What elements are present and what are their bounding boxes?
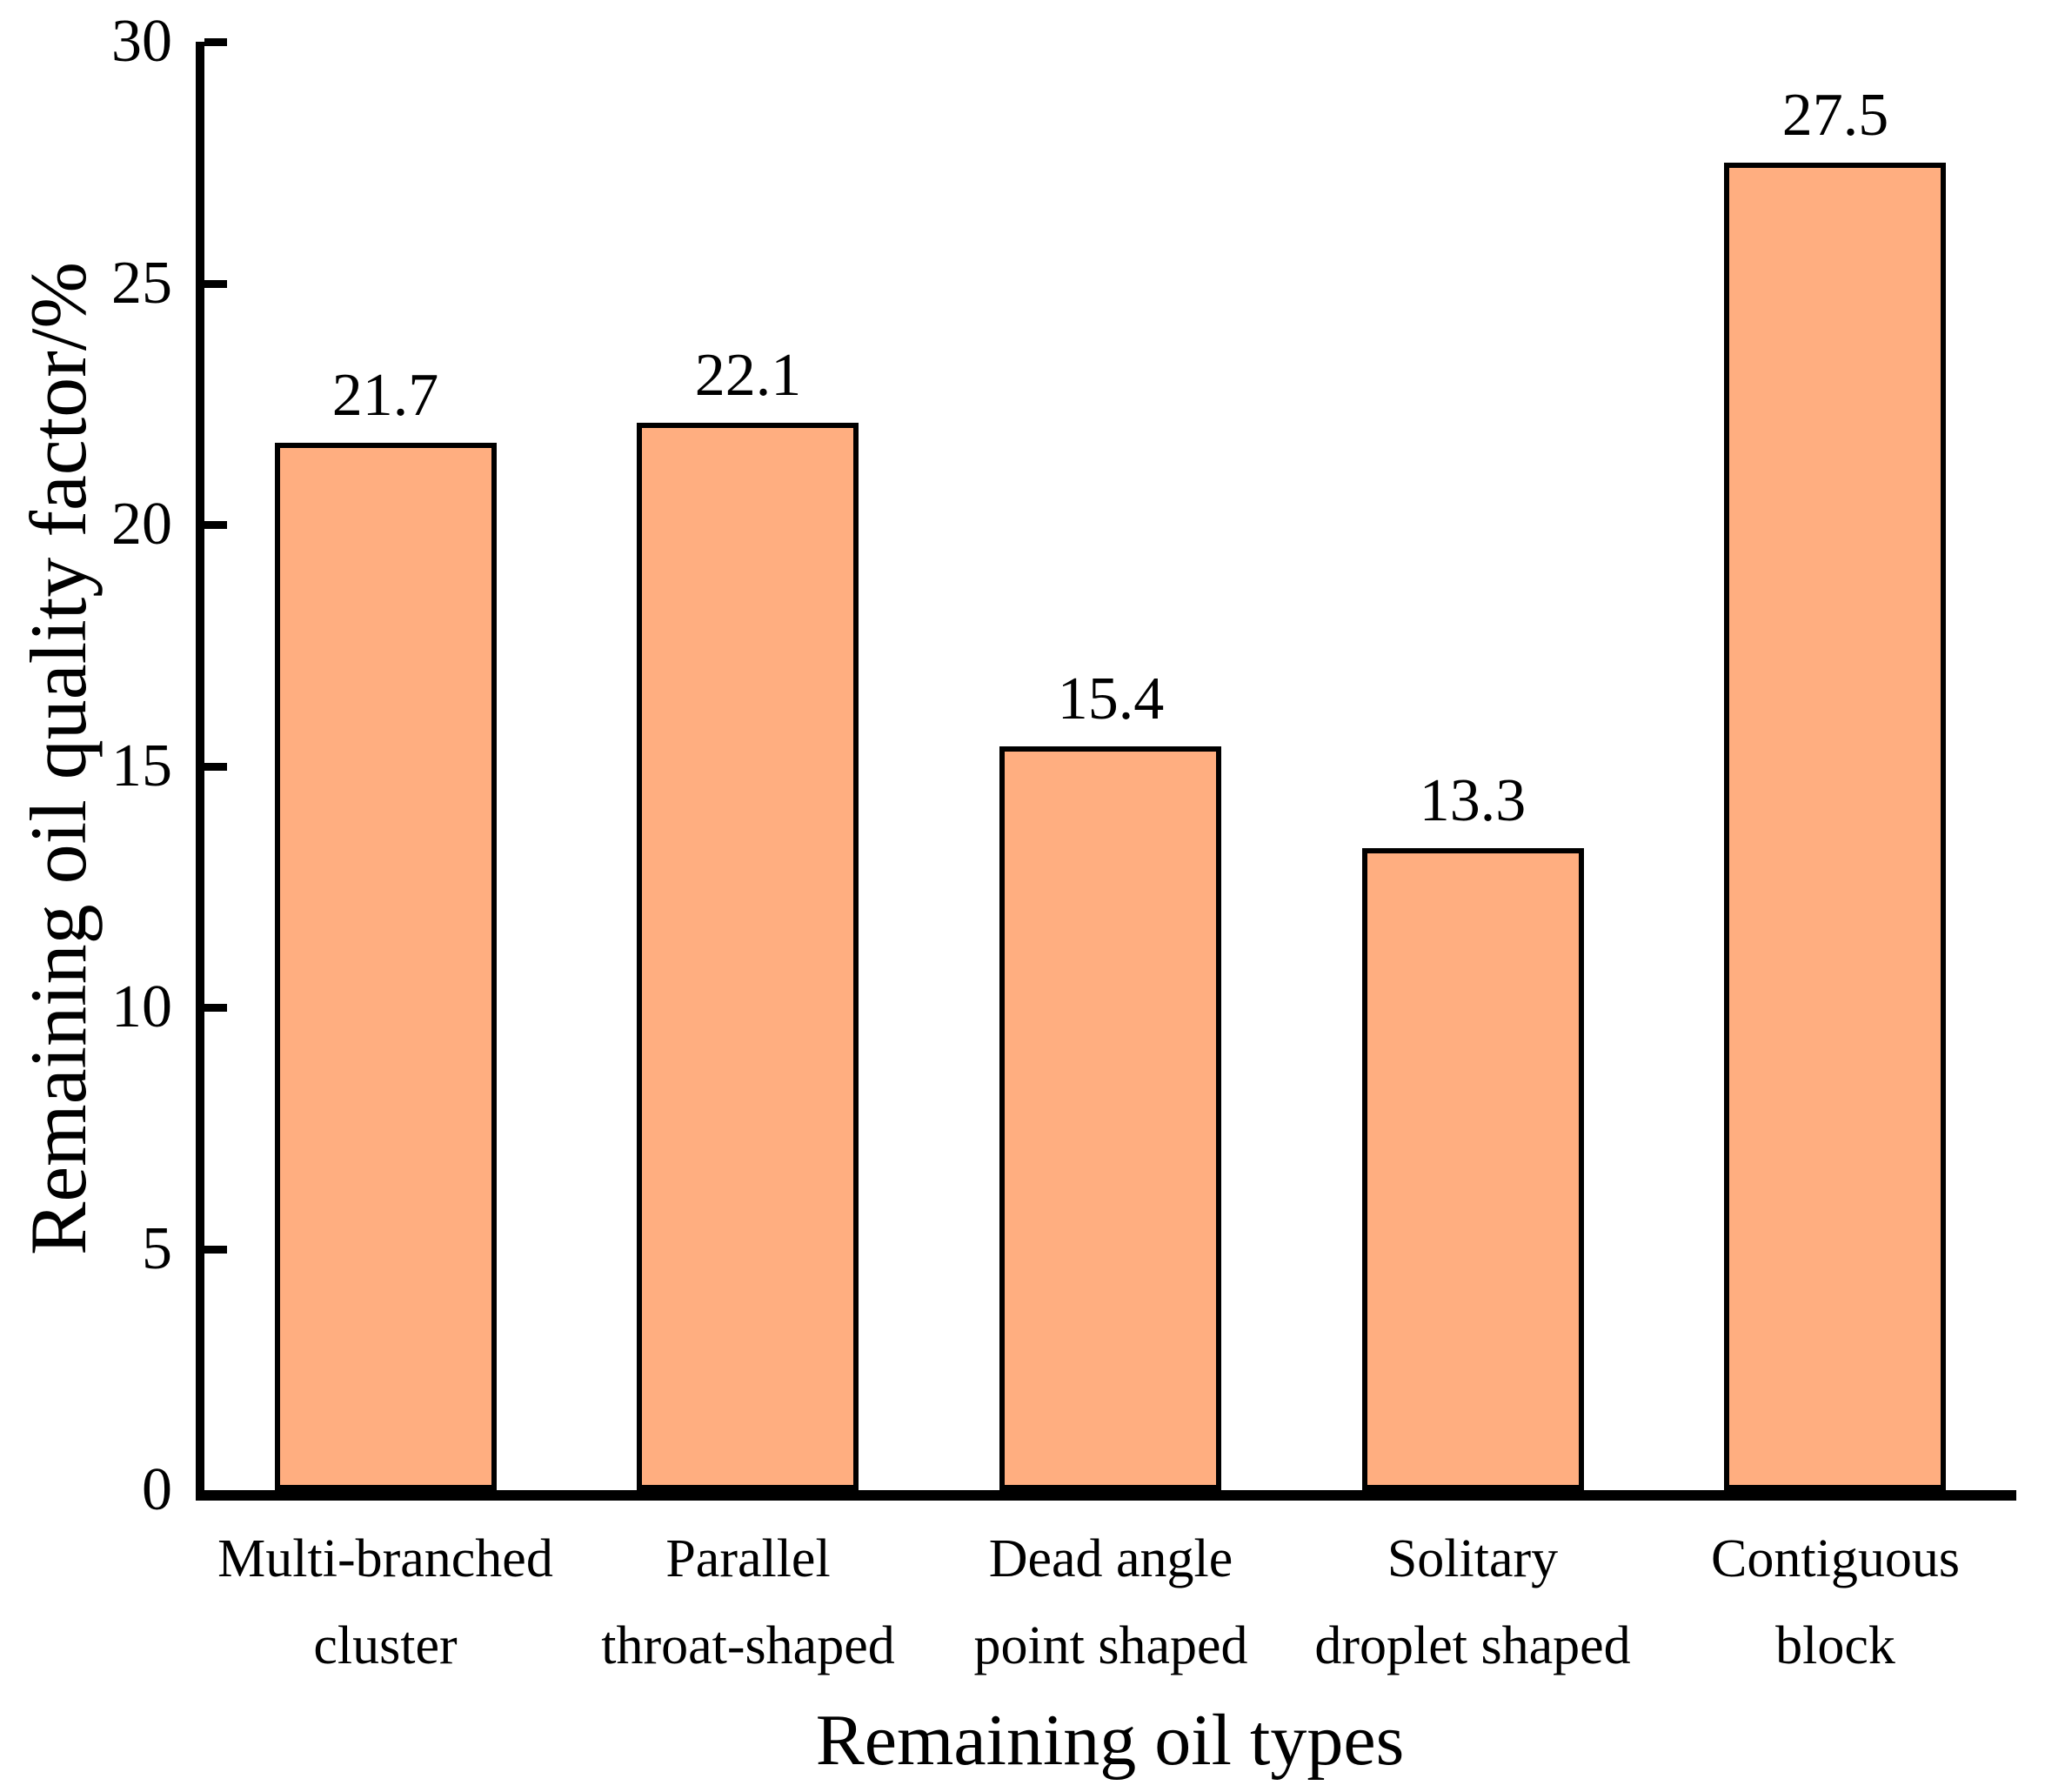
y-tick-label: 15 bbox=[111, 732, 172, 799]
y-tick-label: 25 bbox=[111, 249, 172, 317]
x-category-label: Multi-branched cluster bbox=[217, 1529, 553, 1675]
y-tick-label: 0 bbox=[142, 1456, 172, 1523]
y-tick-label: 20 bbox=[111, 491, 172, 558]
bar bbox=[999, 746, 1221, 1490]
y-tick-mark bbox=[204, 279, 227, 288]
x-category-label: Parallel throat-shaped bbox=[601, 1529, 895, 1675]
y-tick-label: 10 bbox=[111, 973, 172, 1040]
y-tick-mark bbox=[204, 38, 227, 46]
bar-value-label: 27.5 bbox=[1781, 82, 1889, 149]
bar-value-label: 21.7 bbox=[331, 362, 439, 429]
bar-value-label: 13.3 bbox=[1419, 767, 1527, 834]
bar bbox=[1362, 848, 1584, 1490]
bar-value-label: 22.1 bbox=[694, 342, 802, 409]
y-tick-mark bbox=[204, 521, 227, 529]
y-tick-label: 30 bbox=[111, 8, 172, 75]
x-axis-title: Remaining oil types bbox=[815, 1700, 1405, 1781]
x-category-label: Solitary droplet shaped bbox=[1314, 1529, 1631, 1675]
bar bbox=[637, 423, 859, 1490]
bar-value-label: 15.4 bbox=[1057, 665, 1165, 732]
y-tick-label: 5 bbox=[142, 1214, 172, 1282]
bar bbox=[275, 443, 497, 1490]
x-category-label: Contiguous block bbox=[1711, 1529, 1960, 1675]
y-tick-mark bbox=[204, 762, 227, 771]
plot-area: 21.7 22.1 15.4 13.3 27.5 bbox=[196, 38, 2016, 1501]
y-tick-mark bbox=[204, 1245, 227, 1254]
bar bbox=[1724, 163, 1946, 1490]
y-tick-mark bbox=[204, 1004, 227, 1012]
x-category-label: Dead angle point shaped bbox=[973, 1529, 1248, 1675]
